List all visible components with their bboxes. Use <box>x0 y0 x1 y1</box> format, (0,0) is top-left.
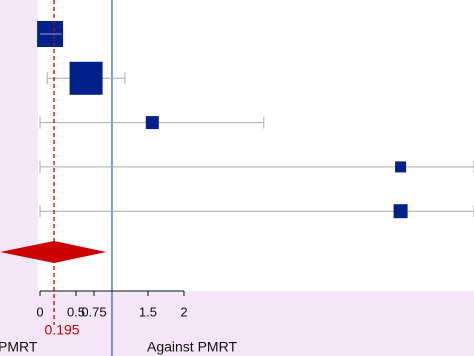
pooled-label: 0.195 <box>45 322 80 338</box>
x-tick-label: 0.75 <box>81 304 106 319</box>
left-label: PMRT <box>0 339 38 355</box>
study-box <box>393 204 408 219</box>
pooled-diamond <box>0 241 107 263</box>
x-tick-label: 0.5 <box>67 304 85 319</box>
study-box <box>145 116 159 130</box>
right-label: Against PMRT <box>147 339 237 355</box>
x-tick-label: 0 <box>36 304 43 319</box>
bottom-panel <box>0 291 474 356</box>
x-tick-label: 1.5 <box>139 304 157 319</box>
study-box <box>69 61 103 95</box>
x-tick-label: 2 <box>180 304 187 319</box>
study-box <box>395 161 407 173</box>
